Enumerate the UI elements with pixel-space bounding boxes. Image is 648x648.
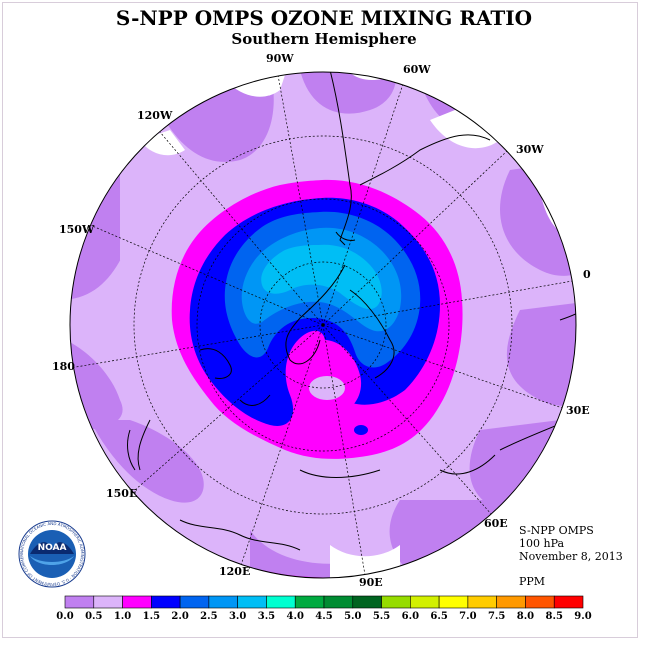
colorbar-tick-label: 2.0 xyxy=(171,611,189,622)
lon-label-90e: 90E xyxy=(359,576,383,589)
colorbar-box xyxy=(467,595,497,609)
info-date: November 8, 2013 xyxy=(519,550,623,563)
lon-label-150w: 150W xyxy=(59,223,95,236)
band-3-0 xyxy=(261,244,382,310)
colorbar-box xyxy=(122,595,152,609)
colorbar-box xyxy=(438,595,469,609)
lon-label-60e: 60E xyxy=(484,517,508,530)
noaa-logo-text: NOAA xyxy=(38,543,67,553)
colorbar-tick-label: 6.0 xyxy=(401,611,420,622)
colorbar-box xyxy=(266,595,296,609)
colorbar-box xyxy=(151,595,181,609)
colorbar-tick-label: 5.5 xyxy=(372,611,391,622)
colorbar-box xyxy=(237,595,267,609)
colorbar-tick-label: 0.0 xyxy=(56,611,74,622)
colorbar-tick-label: 8.0 xyxy=(516,611,535,622)
figure-frame xyxy=(2,2,638,638)
band-1-5-spot xyxy=(354,425,368,435)
graticule xyxy=(70,74,576,576)
lon-label-60w: 60W xyxy=(403,63,431,76)
noaa-logo: NOAA NATIONAL OCEANIC AND ATMOSPHERIC AD… xyxy=(18,520,86,588)
colorbar-tick-label: 2.5 xyxy=(200,611,218,622)
colorbar-box xyxy=(525,595,555,609)
lon-label-150e: 150E xyxy=(106,487,138,500)
colorbar-box xyxy=(179,595,210,609)
colorbar-tick-label: 1.5 xyxy=(142,611,161,622)
colorbar-box xyxy=(381,595,411,609)
lon-label-30w: 30W xyxy=(516,143,544,156)
colorbar-box xyxy=(323,595,354,609)
colorbar-box xyxy=(496,595,526,609)
colorbar-box xyxy=(294,595,325,609)
lon-label-180: 180 xyxy=(52,360,75,373)
figure-title: S-NPP OMPS OZONE MIXING RATIO xyxy=(115,6,533,30)
colorbar-tick-label: 8.5 xyxy=(545,611,563,622)
core-white-spot xyxy=(309,376,345,400)
lon-label-120e: 120E xyxy=(219,565,251,578)
colorbar-tick-label: 3.0 xyxy=(228,611,247,622)
colorbar-box xyxy=(64,595,95,609)
figure-subtitle: Southern Hemisphere xyxy=(231,30,417,48)
colorbar-tick-label: 7.5 xyxy=(487,611,506,622)
colorbar-box xyxy=(208,595,238,609)
colorbar-tick-label: 9.0 xyxy=(574,611,592,622)
info-units: PPM xyxy=(519,575,546,588)
info-instrument: S-NPP OMPS xyxy=(519,524,594,537)
colorbar-box xyxy=(352,595,382,609)
colorbar-box xyxy=(93,595,123,609)
map-border xyxy=(69,71,577,579)
colorbar-tick-label: 5.0 xyxy=(344,611,362,622)
lon-label-30e: 30E xyxy=(566,404,590,417)
colorbar-boxes xyxy=(64,595,584,609)
colorbar-tick-label: 0.5 xyxy=(85,611,103,622)
colorbar-tick-label: 4.5 xyxy=(315,611,333,622)
colorbar-box xyxy=(553,595,584,609)
colorbar-tick-label: 6.5 xyxy=(430,611,448,622)
info-level: 100 hPa xyxy=(519,537,565,550)
lon-label-0: 0 xyxy=(583,268,591,281)
colorbar-tick-label: 3.5 xyxy=(257,611,276,622)
lon-label-120w: 120W xyxy=(137,109,173,122)
lon-label-90w: 90W xyxy=(266,52,294,65)
colorbar-tick-label: 4.0 xyxy=(286,611,304,622)
colorbar-tick-label: 7.0 xyxy=(459,611,477,622)
colorbar-box xyxy=(410,595,440,609)
colorbar-tick-label: 1.0 xyxy=(113,611,132,622)
